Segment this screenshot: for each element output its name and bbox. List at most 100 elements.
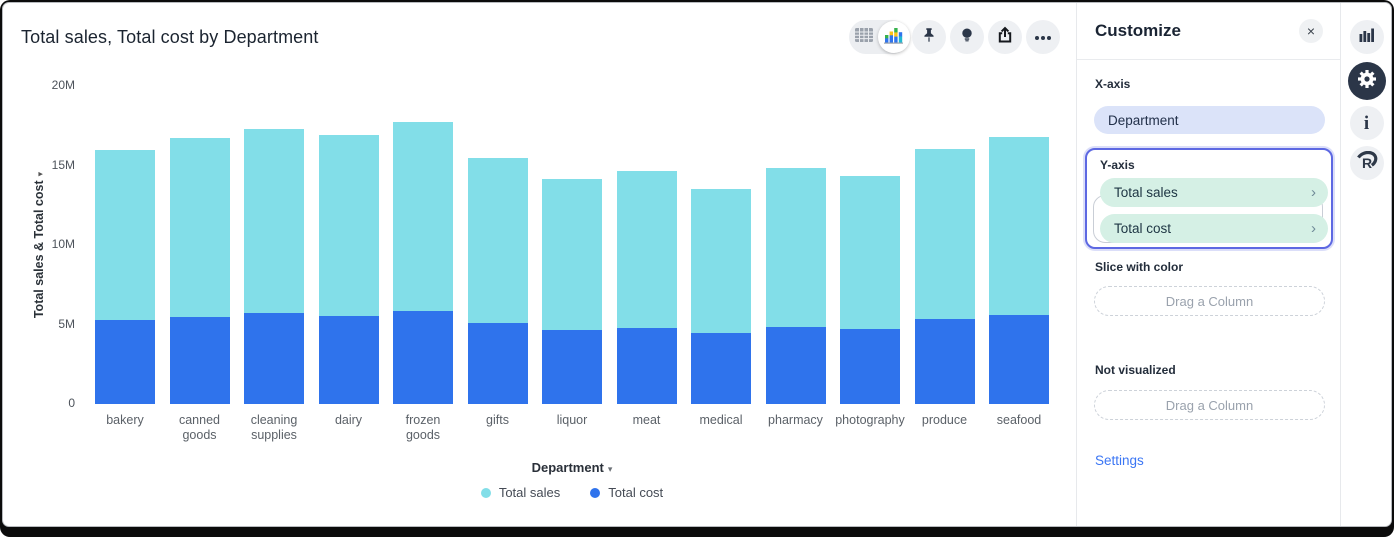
chart-view-icon bbox=[884, 26, 904, 49]
x-tick-label: medical bbox=[699, 413, 743, 427]
pin-button[interactable] bbox=[912, 20, 946, 54]
bar-segment-total-sales[interactable] bbox=[616, 171, 677, 328]
bar-segment-total-cost[interactable] bbox=[393, 311, 453, 404]
x-tick-label: bakery bbox=[106, 413, 144, 427]
bar-liquor[interactable]: liquor bbox=[542, 86, 602, 427]
bar-segment-total-sales[interactable] bbox=[765, 167, 826, 327]
chart-tool-button[interactable] bbox=[1349, 20, 1384, 54]
bar-frozen-goods[interactable]: frozen goods bbox=[393, 86, 453, 442]
export-button[interactable] bbox=[988, 20, 1022, 54]
x-tick-label: cleaning supplies bbox=[250, 413, 298, 442]
close-button[interactable]: × bbox=[1299, 19, 1323, 43]
customize-panel: Customize × X-axis Department Y-axis Tot… bbox=[1076, 3, 1341, 526]
customize-settings-button[interactable] bbox=[1347, 62, 1386, 100]
bar-meat[interactable]: meat bbox=[616, 86, 677, 427]
legend-label: Total cost bbox=[608, 485, 664, 500]
ellipsis-icon bbox=[1034, 28, 1052, 46]
x-axis-column-pill[interactable]: Department bbox=[1094, 106, 1325, 134]
bar-segment-total-cost[interactable] bbox=[691, 332, 751, 404]
bar-segment-total-sales[interactable] bbox=[542, 179, 602, 331]
x-tick-label: liquor bbox=[556, 413, 588, 427]
bar-segment-total-sales[interactable] bbox=[914, 148, 975, 319]
dropzone-placeholder: Drag a Column bbox=[1165, 293, 1254, 309]
x-axis-section-label: X-axis bbox=[1095, 77, 1131, 91]
bar-segment-total-cost[interactable] bbox=[95, 319, 155, 404]
x-tick-label: canned goods bbox=[178, 413, 220, 442]
legend-item-total-sales[interactable]: Total sales bbox=[480, 485, 560, 500]
chart-plot-area: bakery canned goods cleaning supplies dairy… bbox=[95, 86, 1049, 442]
settings-link[interactable]: Settings bbox=[1095, 453, 1144, 468]
bar-segment-total-cost[interactable] bbox=[318, 315, 379, 404]
bar-segment-total-sales[interactable] bbox=[169, 138, 230, 317]
x-tick-label: dairy bbox=[334, 413, 363, 427]
chart-view-button[interactable] bbox=[878, 21, 910, 53]
insights-button[interactable] bbox=[950, 20, 984, 54]
gear-icon bbox=[1357, 69, 1377, 94]
not-visualized-label: Not visualized bbox=[1095, 363, 1176, 377]
chevron-right-icon: › bbox=[1311, 220, 1316, 237]
bar-gifts[interactable]: gifts bbox=[467, 86, 528, 427]
r-logo-button[interactable]: R bbox=[1349, 146, 1384, 180]
slice-with-color-label: Slice with color bbox=[1095, 260, 1184, 274]
bar-segment-total-sales[interactable] bbox=[467, 157, 528, 323]
y-tick-label: 5M bbox=[58, 316, 75, 331]
bar-cleaning-supplies[interactable]: cleaning supplies bbox=[244, 86, 304, 442]
y-axis-pill-total-sales[interactable]: Total sales › bbox=[1100, 178, 1328, 207]
bar-segment-total-cost[interactable] bbox=[989, 315, 1049, 404]
x-tick-label: gifts bbox=[486, 413, 509, 427]
bar-segment-total-cost[interactable] bbox=[542, 330, 602, 404]
slice-with-color-dropzone[interactable]: Drag a Column bbox=[1094, 286, 1325, 316]
bar-segment-total-sales[interactable] bbox=[691, 188, 751, 333]
x-axis-title-dropdown[interactable]: Department ▾ bbox=[95, 460, 1049, 475]
legend-item-total-cost[interactable]: Total cost bbox=[590, 485, 663, 500]
bar-segment-total-sales[interactable] bbox=[318, 134, 379, 316]
bar-segment-total-cost[interactable] bbox=[840, 328, 900, 404]
bar-segment-total-sales[interactable] bbox=[989, 136, 1049, 315]
bar-seafood[interactable]: seafood bbox=[989, 86, 1049, 427]
chart-legend: Total sales Total cost bbox=[95, 485, 1049, 500]
bar-photography[interactable]: photography bbox=[835, 86, 905, 427]
bar-segment-total-sales[interactable] bbox=[840, 175, 900, 329]
more-options-button[interactable] bbox=[1026, 20, 1060, 54]
legend-dot-icon bbox=[590, 487, 601, 498]
bar-segment-total-cost[interactable] bbox=[169, 316, 230, 404]
dropdown-arrow-icon: ▾ bbox=[607, 465, 613, 475]
y-tick-label: 10M bbox=[51, 237, 75, 251]
bar-segment-total-sales[interactable] bbox=[244, 129, 304, 314]
x-tick-label: frozen goods bbox=[405, 413, 441, 442]
chevron-right-icon: › bbox=[1311, 184, 1316, 201]
bar-produce[interactable]: produce bbox=[914, 86, 975, 427]
not-visualized-dropzone[interactable]: Drag a Column bbox=[1094, 390, 1325, 420]
chart-title: Total sales, Total cost by Department bbox=[21, 27, 319, 47]
bar-dairy[interactable]: dairy bbox=[318, 86, 379, 427]
info-button[interactable]: i bbox=[1349, 106, 1384, 140]
panel-divider bbox=[1077, 59, 1340, 60]
bar-bakery[interactable]: bakery bbox=[95, 86, 155, 427]
y-axis-pill-total-cost[interactable]: Total cost › bbox=[1100, 214, 1328, 243]
table-view-button[interactable] bbox=[849, 20, 879, 54]
x-tick-label: produce bbox=[921, 413, 968, 427]
y-axis-pill-label: Total sales bbox=[1114, 185, 1178, 200]
y-tick-label: 0 bbox=[68, 396, 75, 410]
dropdown-arrow-icon: ▾ bbox=[36, 171, 46, 177]
view-toggle[interactable] bbox=[849, 20, 910, 54]
share-icon bbox=[996, 26, 1014, 49]
y-axis-section: Y-axis Total sales › Total cost › bbox=[1085, 148, 1333, 249]
chart-region: Total sales, Total cost by Department bbox=[3, 3, 1076, 526]
bar-segment-total-cost[interactable] bbox=[244, 313, 304, 404]
bar-segment-total-cost[interactable] bbox=[914, 318, 975, 404]
bar-segment-total-cost[interactable] bbox=[467, 322, 528, 404]
lightbulb-icon bbox=[959, 27, 975, 48]
bar-canned-goods[interactable]: canned goods bbox=[169, 86, 230, 442]
bar-segment-total-sales[interactable] bbox=[393, 121, 453, 311]
bar-chart-icon bbox=[1359, 28, 1375, 47]
bar-segment-total-cost[interactable] bbox=[616, 327, 677, 404]
y-axis-pill-label: Total cost bbox=[1114, 221, 1172, 236]
customize-panel-title: Customize bbox=[1095, 21, 1181, 40]
bar-segment-total-cost[interactable] bbox=[765, 326, 826, 404]
x-tick-label: pharmacy bbox=[768, 413, 823, 427]
bar-pharmacy[interactable]: pharmacy bbox=[765, 86, 826, 427]
bar-segment-total-sales[interactable] bbox=[95, 149, 155, 320]
bar-medical[interactable]: medical bbox=[691, 86, 751, 427]
